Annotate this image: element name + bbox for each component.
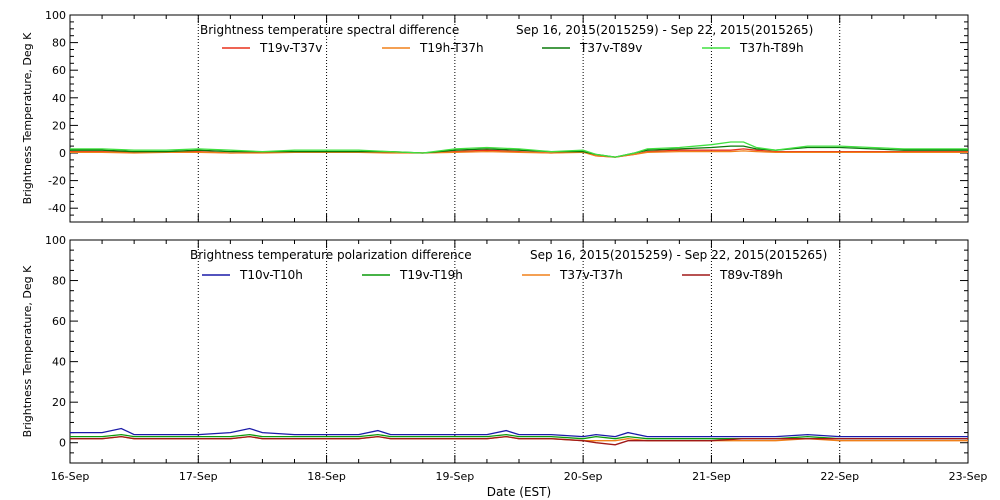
y-tick-label: 0 [59,147,66,160]
legend-label: T19v-T37v [259,41,322,55]
x-tick-label: 17-Sep [179,470,218,483]
y-tick-label: -20 [48,175,66,188]
y-tick-label: 40 [52,356,66,369]
y-tick-label: 60 [52,315,66,328]
y-tick-label: 100 [45,234,66,247]
x-tick-label: 22-Sep [820,470,859,483]
series-line-T19v-T19h [70,433,968,440]
y-tick-label: 60 [52,64,66,77]
y-axis-label: Brightness Temperature, Deg K [21,265,34,437]
series-line-T37v-T89v [70,145,968,158]
legend-label: T37v-T37h [559,268,623,282]
chart-date-range: Sep 16, 2015(2015259) - Sep 22, 2015(201… [516,23,813,37]
x-tick-label: 21-Sep [692,470,731,483]
x-tick-label: 16-Sep [51,470,90,483]
plot-frame-2 [69,239,969,464]
y-tick-label: 20 [52,396,66,409]
series-line-T37h-T89h [70,141,968,158]
legend-label: T37v-T89v [579,41,642,55]
x-tick-label: 18-Sep [307,470,346,483]
legend-label: T10v-T10h [239,268,303,282]
legend-label: T37h-T89h [739,41,804,55]
legend-label: T19h-T37h [419,41,484,55]
series-line-T10v-T10h [70,427,968,438]
series-line-T89v-T89h [70,435,968,446]
y-tick-label: 100 [45,9,66,22]
x-tick-label: 23-Sep [949,470,988,483]
y-tick-label: 0 [59,437,66,450]
x-axis-label: Date (EST) [487,485,551,499]
plot-frame-1 [69,14,969,223]
y-tick-label: 80 [52,275,66,288]
series-line-T19h-T37h [70,150,968,158]
legend-label: T89v-T89h [719,268,783,282]
legend-label: T19v-T19h [399,268,463,282]
y-axis-label: Brightness Temperature, Deg K [21,32,34,204]
chart-title: Brightness temperature spectral differen… [200,23,459,37]
x-tick-label: 19-Sep [436,470,475,483]
chart-title: Brightness temperature polarization diff… [190,248,472,262]
y-tick-label: 20 [52,119,66,132]
y-tick-label: 80 [52,37,66,50]
x-tick-label: 20-Sep [564,470,603,483]
y-tick-label: 40 [52,92,66,105]
chart-date-range: Sep 16, 2015(2015259) - Sep 22, 2015(201… [530,248,827,262]
y-tick-label: -40 [48,202,66,215]
